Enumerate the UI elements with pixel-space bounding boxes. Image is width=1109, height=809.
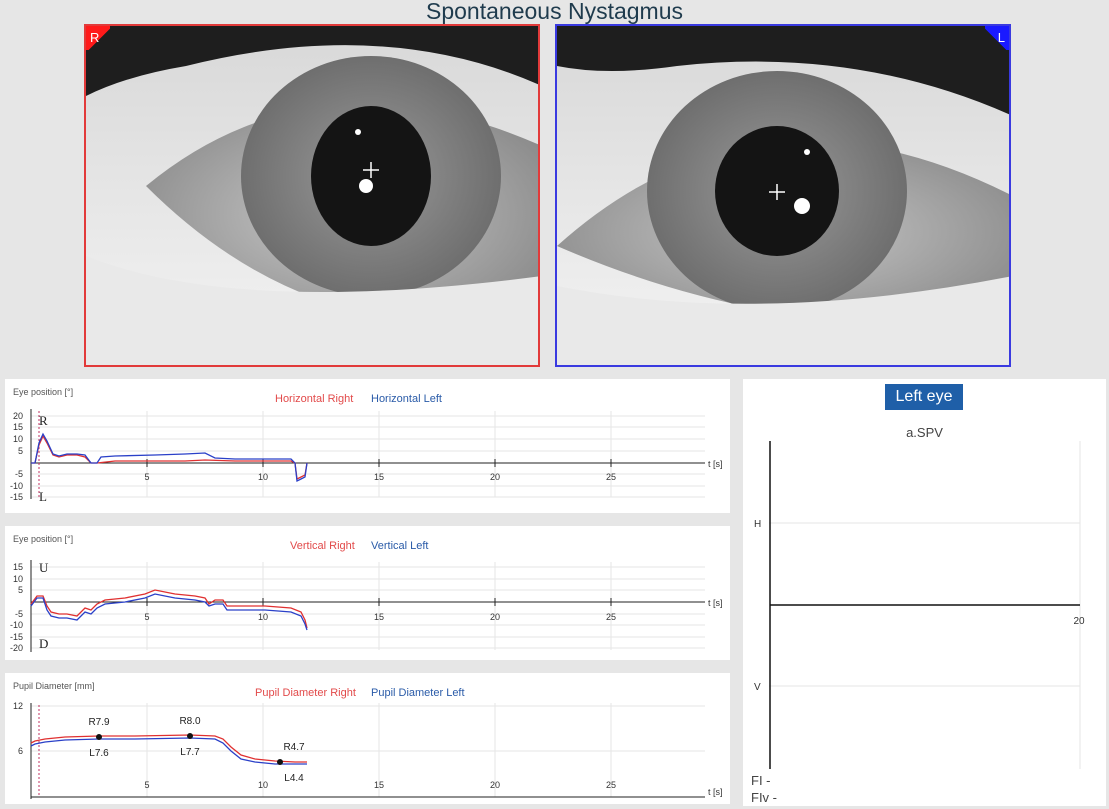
t-axis-label: t [s] — [708, 459, 723, 469]
right-eye-camera: R — [84, 24, 540, 367]
x-tick: 20 — [490, 612, 500, 622]
x-tick: 15 — [374, 472, 384, 482]
x-tick: 10 — [258, 612, 268, 622]
pupil-marker-label-left: L7.6 — [89, 748, 109, 759]
horizontal-left-trace — [31, 432, 308, 482]
vertical-right-trace — [30, 589, 308, 629]
x-tick: 20 — [490, 780, 500, 790]
x-tick: 15 — [374, 612, 384, 622]
x-tick: 5 — [144, 780, 149, 790]
legend-pupil-left: Pupil Diameter Left — [371, 687, 465, 699]
y-tick: 10 — [13, 574, 23, 584]
horizontal-axis-title: Eye position [°] — [13, 387, 74, 397]
x-tick: 5 — [144, 472, 149, 482]
x-tick: 5 — [144, 612, 149, 622]
pupil-marker — [277, 759, 283, 765]
x-tick: 20 — [490, 472, 500, 482]
vertical-axis-title: Eye position [°] — [13, 534, 74, 544]
t-axis-label: t [s] — [708, 598, 723, 608]
legend-vertical-right: Vertical Right — [290, 540, 355, 552]
pupil-axis-title: Pupil Diameter [mm] — [13, 681, 95, 691]
pupil-marker — [96, 734, 102, 740]
pupil-right-trace — [30, 734, 307, 763]
pupil-marker-label-left: L4.4 — [284, 773, 304, 784]
pupil-marker-label-right: R8.0 — [179, 716, 201, 727]
x-tick: 10 — [258, 472, 268, 482]
pupil-marker-label-left: L7.7 — [180, 747, 200, 758]
y-tick: 6 — [18, 746, 23, 756]
spv-x-tick: 20 — [1073, 616, 1085, 627]
page-title: Spontaneous Nystagmus — [426, 0, 683, 24]
y-tick: -15 — [10, 632, 23, 642]
y-tick: -5 — [15, 469, 23, 479]
y-tick: -10 — [10, 620, 23, 630]
y-tick: -10 — [10, 481, 23, 491]
left-eye-spv-panel: Left eye a.SPV H V 20 FI - FIv - — [743, 379, 1106, 806]
y-tick: 10 — [13, 434, 23, 444]
vertical-position-chart: Eye position [°] Vertical Right Vertical… — [5, 526, 730, 660]
y-tick: -20 — [10, 643, 23, 653]
left-eye-badge: L — [985, 26, 1009, 50]
spv-chart: H V 20 — [754, 441, 1085, 769]
direction-label-right: R — [39, 413, 48, 428]
horizontal-position-chart: Eye position [°] Horizontal Right Horizo… — [5, 379, 730, 513]
pupil-marker-label-right: R4.7 — [283, 742, 305, 753]
right-eye-image — [86, 26, 538, 365]
pupil-left-trace — [30, 737, 307, 765]
legend-vertical-left: Vertical Left — [371, 540, 429, 552]
direction-label-up: U — [39, 560, 49, 575]
left-eye-image — [557, 26, 1009, 365]
spv-h-label: H — [754, 519, 761, 530]
y-tick: 5 — [18, 446, 23, 456]
spv-chart-title: a.SPV — [906, 425, 943, 440]
y-tick: 12 — [13, 701, 23, 711]
pupil-diameter-chart: Pupil Diameter [mm] Pupil Diameter Right… — [5, 673, 730, 804]
vertical-left-trace — [30, 593, 308, 631]
y-tick: -5 — [15, 609, 23, 619]
y-tick: 15 — [13, 422, 23, 432]
direction-label-down: D — [39, 636, 48, 651]
x-tick: 25 — [606, 780, 616, 790]
legend-pupil-right: Pupil Diameter Right — [255, 687, 356, 699]
y-tick: 20 — [13, 411, 23, 421]
pupil-marker — [187, 733, 193, 739]
t-axis-label: t [s] — [708, 787, 723, 797]
y-tick: 5 — [18, 585, 23, 595]
y-tick: -15 — [10, 492, 23, 502]
left-eye-button[interactable]: Left eye — [885, 384, 963, 410]
y-tick: 15 — [13, 562, 23, 572]
x-tick: 10 — [258, 780, 268, 790]
fiv-value: FIv - — [751, 790, 777, 805]
legend-horizontal-left: Horizontal Left — [371, 393, 442, 405]
x-tick: 25 — [606, 472, 616, 482]
fi-value: FI - — [751, 773, 771, 788]
legend-horizontal-right: Horizontal Right — [275, 393, 354, 405]
spv-v-label: V — [754, 682, 761, 693]
right-eye-badge: R — [86, 26, 110, 50]
direction-label-left: L — [39, 489, 47, 504]
left-eye-camera: L — [555, 24, 1011, 367]
pupil-marker-label-right: R7.9 — [88, 717, 110, 728]
x-tick: 25 — [606, 612, 616, 622]
x-tick: 15 — [374, 780, 384, 790]
